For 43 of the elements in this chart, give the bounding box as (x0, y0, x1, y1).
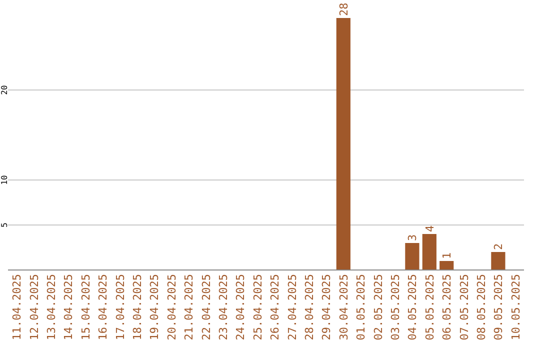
x-tick-label: 18.04.2025 (131, 274, 144, 340)
x-tick-label: 19.04.2025 (148, 274, 162, 340)
data-label: 3 (406, 234, 420, 241)
x-tick-label: 06.05.2025 (440, 274, 454, 340)
bar (422, 234, 436, 270)
x-tick-label: 15.04.2025 (79, 274, 92, 340)
bar (491, 252, 506, 270)
x-tick-label: 12.04.2025 (28, 274, 41, 340)
x-tick-label: 17.04.2025 (114, 274, 127, 340)
x-tick-label: 22.04.2025 (200, 274, 213, 340)
x-tick-label: 25.04.2025 (251, 274, 264, 340)
x-tick-label: 10.05.2025 (509, 274, 522, 340)
y-tick-label: 10 (0, 175, 9, 185)
y-tick-label: 20 (0, 85, 9, 95)
bar (336, 18, 350, 270)
x-tick-label: 29.04.2025 (320, 274, 334, 340)
x-tick-label: 01.05.2025 (354, 274, 368, 340)
x-tick-label: 08.05.2025 (475, 274, 488, 340)
bar (440, 261, 454, 270)
bar (405, 243, 420, 270)
x-tick-label: 14.04.2025 (62, 274, 76, 340)
x-tick-label: 05.05.2025 (423, 274, 436, 340)
data-label: 4 (423, 225, 436, 232)
x-tick-label: 24.04.2025 (234, 274, 248, 340)
x-tick-label: 16.04.2025 (96, 274, 110, 340)
data-label: 2 (492, 243, 506, 250)
x-tick-label: 30.04.2025 (337, 274, 350, 340)
x-tick-label: 02.05.2025 (372, 274, 385, 340)
x-tick-label: 11.04.2025 (10, 274, 24, 340)
x-tick-label: 27.04.2025 (286, 274, 299, 340)
x-tick-label: 07.05.2025 (458, 274, 471, 340)
data-label: 28 (337, 2, 350, 16)
x-tick-label: 28.04.2025 (303, 274, 316, 340)
x-tick-label: 13.04.2025 (45, 274, 58, 340)
x-tick-label: 04.05.2025 (406, 274, 420, 340)
data-label: 1 (440, 252, 454, 259)
x-tick-label: 21.04.2025 (182, 274, 196, 340)
x-tick-label: 03.05.2025 (389, 274, 402, 340)
y-tick-label: 5 (0, 222, 9, 228)
x-tick-label: 09.05.2025 (492, 274, 506, 340)
x-tick-label: 26.04.2025 (268, 274, 282, 340)
x-tick-label: 23.04.2025 (217, 274, 230, 340)
x-tick-label: 20.04.2025 (165, 274, 178, 340)
